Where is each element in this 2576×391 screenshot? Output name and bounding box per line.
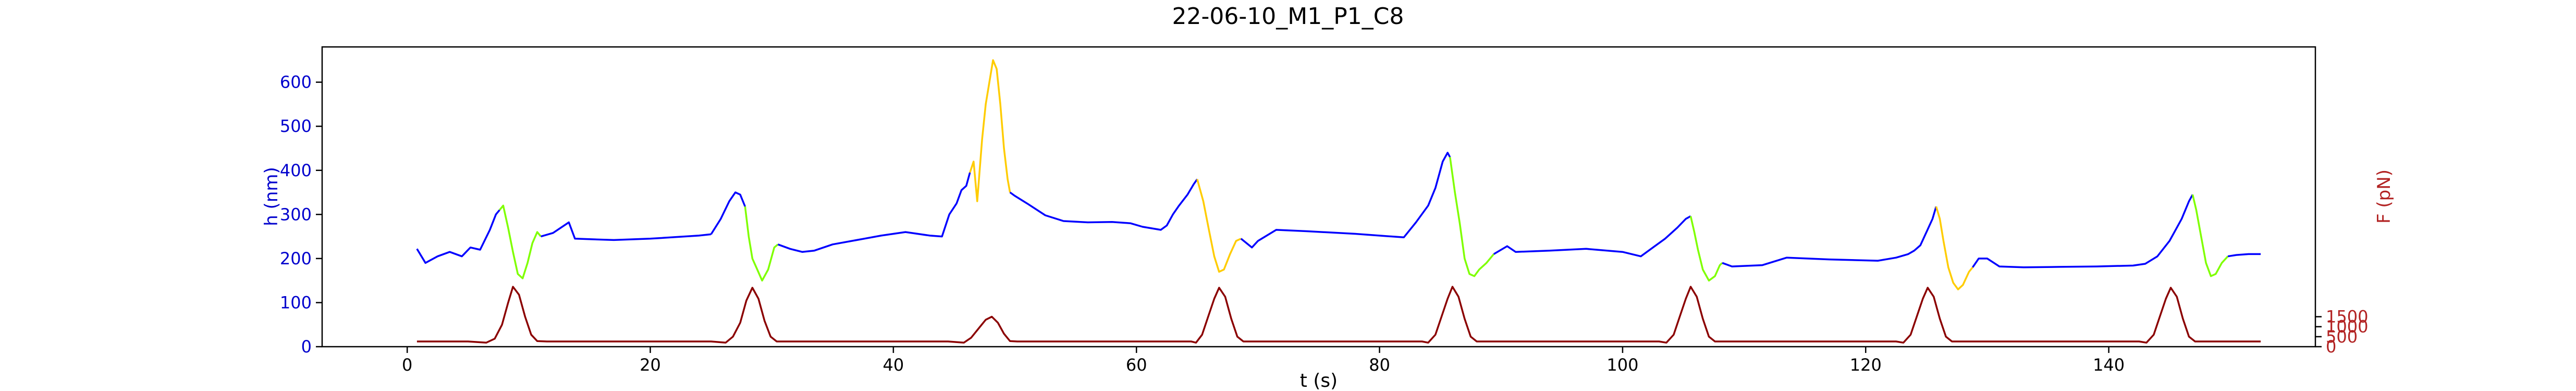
height-series-segment [1689,216,1723,282]
height-series-segment [1493,215,1691,258]
left-tick-label: 500 [280,116,312,136]
right-tick-label: 500 [2326,327,2358,347]
x-tick-label: 20 [640,355,661,375]
height-series-segment [710,191,746,235]
height-series-segment [1935,206,1973,290]
height-series-segment [416,209,500,264]
left-tick-label: 600 [280,72,312,92]
chart-title: 22-06-10_M1_P1_C8 [1172,3,1404,30]
right-tick-label: 0 [2326,337,2336,357]
height-series-segment [499,204,542,279]
x-axis-ticks: 0 20 40 60 80 100 120 140 [402,347,2125,375]
left-axis-label: h (nm) [261,167,282,226]
right-tick-label: 1500 [2326,307,2368,327]
height-series-segment [1722,206,1937,267]
plot-frame [321,46,2316,348]
force-series-group [416,286,2261,344]
height-series-group [416,59,2261,290]
height-series-segment [777,172,971,253]
height-series-segment [744,206,779,282]
x-tick-label: 120 [1850,355,1882,375]
x-tick-label: 100 [1606,355,1638,375]
left-tick-label: 100 [280,292,312,312]
height-series-segment [2191,194,2229,277]
height-series-segment [1449,157,1495,277]
x-tick-label: 60 [1126,355,1147,375]
height-series-segment [1196,179,1242,273]
height-series-segment [1009,178,1198,231]
height-series-segment [1972,194,2194,268]
height-series-segment [969,59,1011,202]
left-tick-label: 300 [280,204,312,224]
x-tick-label: 140 [2093,355,2125,375]
force-series-line [416,286,2261,344]
height-series-segment [541,221,712,241]
plot-area [416,59,2261,344]
right-axis-label: F (pN) [2374,169,2395,224]
x-axis-label: t (s) [1300,370,1338,391]
left-tick-label: 400 [280,161,312,180]
x-tick-label: 40 [883,355,904,375]
height-series-segment [2227,253,2261,258]
left-axis-ticks: 0 100 200 300 400 500 600 [280,72,322,357]
left-tick-label: 0 [301,337,312,357]
height-series-segment [1240,152,1451,249]
x-tick-label: 0 [402,355,412,375]
left-tick-label: 200 [280,249,312,268]
right-tick-label: 1000 [2326,317,2368,337]
x-tick-label: 80 [1369,355,1390,375]
